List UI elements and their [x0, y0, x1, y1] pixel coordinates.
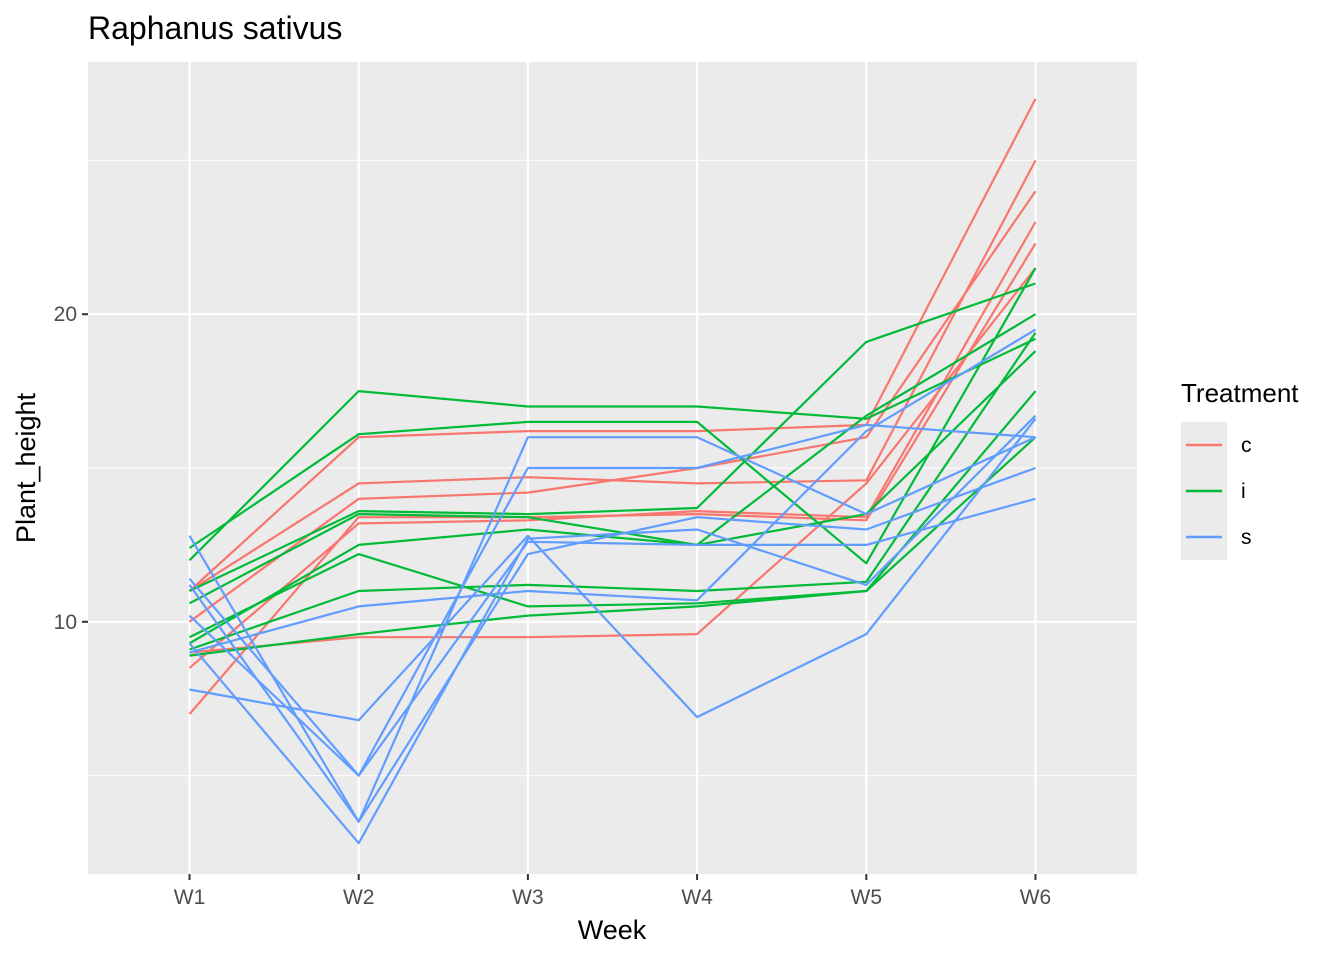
series-line-i	[188, 350, 1037, 645]
x-tick-label: W4	[681, 886, 713, 909]
y-axis: 10 20	[54, 303, 88, 634]
x-axis: W1 W2 W3 W4 W5 W6	[174, 874, 1051, 909]
x-axis-title: Week	[578, 915, 647, 945]
x-tick-label: W3	[512, 886, 544, 909]
legend-label-s: s	[1241, 526, 1252, 549]
series-line-c	[189, 267, 1037, 654]
series-line-i	[188, 337, 1036, 562]
y-tick-label: 10	[54, 611, 77, 634]
series-line-s	[189, 328, 1037, 654]
chart-title: Raphanus sativus	[88, 10, 342, 46]
legend-label-i: i	[1241, 480, 1246, 503]
series-line-i	[188, 267, 1037, 565]
series-line-i	[189, 332, 1037, 651]
series-line-c	[188, 98, 1037, 592]
x-tick-label: W1	[174, 886, 206, 909]
series-line-i	[188, 313, 1037, 605]
series-line-s	[188, 497, 1036, 777]
series-line-c	[188, 242, 1037, 715]
series-line-s	[189, 418, 1037, 722]
series-line-i	[189, 436, 1037, 657]
legend: Treatment cis	[1181, 378, 1299, 560]
x-tick-label: W2	[343, 886, 375, 909]
x-tick-label: W5	[851, 886, 883, 909]
series-line-s	[188, 423, 1036, 777]
legend-label-c: c	[1241, 434, 1252, 457]
series-line-i	[189, 282, 1036, 592]
series-line-s	[188, 414, 1037, 845]
y-tick-label: 20	[54, 303, 77, 326]
series-lines	[188, 98, 1037, 845]
series-line-s	[188, 466, 1036, 823]
legend-title: Treatment	[1181, 378, 1299, 408]
series-line-c	[188, 190, 1037, 623]
series-line-s	[188, 436, 1036, 823]
y-axis-title: Plant_height	[11, 392, 41, 543]
x-tick-label: W6	[1020, 886, 1052, 909]
